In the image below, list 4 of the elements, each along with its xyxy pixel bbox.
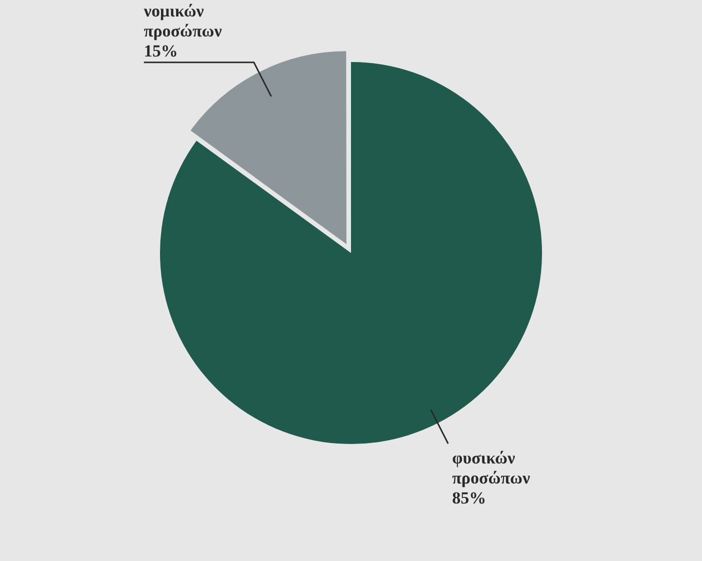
- slice-label: φυσικών προσώπων: [452, 448, 530, 488]
- data-label: 85%: [452, 488, 486, 508]
- data-label: 15%: [144, 41, 178, 60]
- slice-label: νομικών προσώπων: [142, 1, 222, 40]
